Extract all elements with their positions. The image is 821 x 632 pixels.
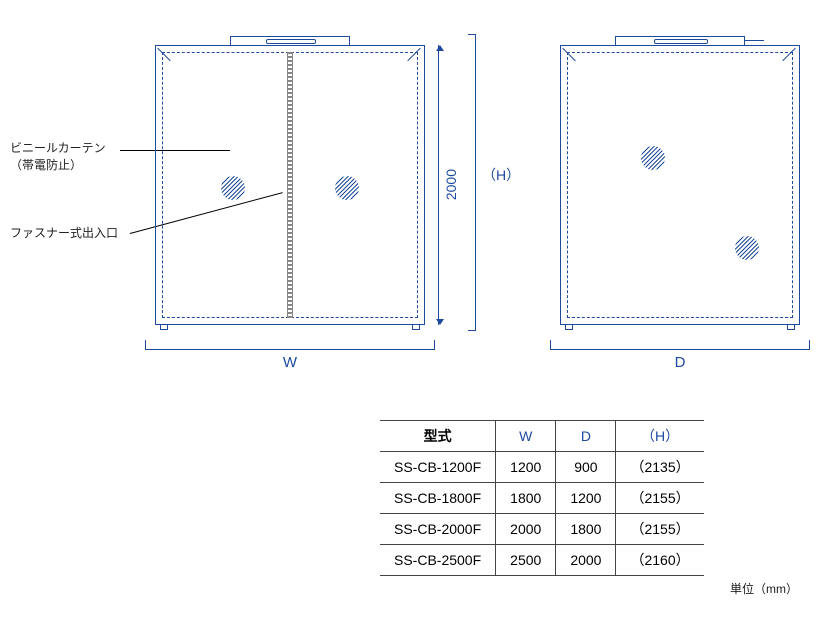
brace-icon	[158, 48, 172, 62]
curtain-dash	[567, 52, 793, 318]
zipper-icon	[287, 52, 293, 319]
fan-unit-icon	[230, 36, 350, 46]
cell: （2155）	[616, 514, 704, 545]
cell: 900	[556, 452, 616, 483]
dim-depth: D	[550, 340, 810, 371]
foot-icon	[160, 324, 168, 330]
hatched-circle-icon	[641, 146, 665, 170]
cell: 2000	[556, 545, 616, 576]
spec-table: 型式 W D （H） SS‐CB‐1200F 1200 900 （2135） S…	[380, 420, 704, 576]
cell: （2155）	[616, 483, 704, 514]
table-row: SS‐CB‐2500F 2500 2000 （2160）	[380, 545, 704, 576]
cell: 1200	[496, 452, 556, 483]
dim-bracket	[145, 340, 435, 350]
brace-icon	[408, 48, 422, 62]
table-row: SS‐CB‐1800F 1800 1200 （2155）	[380, 483, 704, 514]
diagram-container: ビニールカーテン （帯電防止） ファスナー式出入口 2	[10, 10, 810, 597]
cell: 2000	[496, 514, 556, 545]
side-view	[560, 45, 800, 325]
cell: SS‐CB‐2500F	[380, 545, 496, 576]
cell: （2135）	[616, 452, 704, 483]
dim-depth-label: D	[675, 354, 686, 371]
table-row: SS‐CB‐1200F 1200 900 （2135）	[380, 452, 704, 483]
dim-height: 2000	[438, 45, 459, 325]
fan-unit-icon	[615, 36, 745, 46]
unit-note: 単位（mm）	[10, 580, 798, 597]
cell: SS‐CB‐2000F	[380, 514, 496, 545]
drawings-area: ビニールカーテン （帯電防止） ファスナー式出入口 2	[10, 10, 810, 390]
cell: 1200	[556, 483, 616, 514]
th-d: D	[556, 421, 616, 452]
cell: 1800	[556, 514, 616, 545]
cell: （2160）	[616, 545, 704, 576]
dim-line	[438, 45, 439, 325]
dim-bracket	[550, 340, 810, 350]
label-zipper: ファスナー式出入口	[10, 225, 118, 242]
table-header-row: 型式 W D （H）	[380, 421, 704, 452]
dim-height-value: 2000	[443, 169, 459, 200]
th-model: 型式	[380, 421, 496, 452]
label-text: ビニールカーテン	[10, 141, 106, 155]
booth-frame	[155, 45, 425, 325]
hatched-circle-icon	[335, 176, 359, 200]
hatched-circle-icon	[221, 176, 245, 200]
th-w: W	[496, 421, 556, 452]
dim-width: W	[145, 340, 435, 371]
dim-height-bracket	[468, 34, 476, 331]
th-h: （H）	[616, 421, 704, 452]
dim-width-label: W	[283, 354, 297, 371]
dim-height-label: （H）	[482, 165, 520, 185]
fan-cord-icon	[744, 40, 764, 41]
booth-frame	[560, 45, 800, 325]
brace-icon	[563, 48, 577, 62]
brace-icon	[783, 48, 797, 62]
label-text-sub: （帯電防止）	[10, 158, 82, 172]
foot-icon	[412, 324, 420, 330]
foot-icon	[565, 324, 573, 330]
label-text: ファスナー式出入口	[10, 226, 118, 240]
cell: SS‐CB‐1800F	[380, 483, 496, 514]
hatched-circle-icon	[735, 236, 759, 260]
cell: 2500	[496, 545, 556, 576]
front-view	[155, 45, 425, 325]
label-vinyl-curtain: ビニールカーテン （帯電防止）	[10, 140, 106, 174]
foot-icon	[787, 324, 795, 330]
table-row: SS‐CB‐2000F 2000 1800 （2155）	[380, 514, 704, 545]
cell: SS‐CB‐1200F	[380, 452, 496, 483]
cell: 1800	[496, 483, 556, 514]
